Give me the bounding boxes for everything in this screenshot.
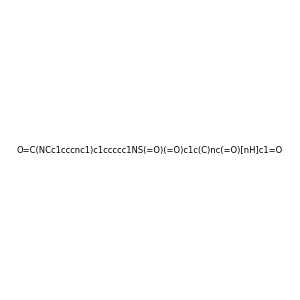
Text: O=C(NCc1cccnc1)c1ccccc1NS(=O)(=O)c1c(C)nc(=O)[nH]c1=O: O=C(NCc1cccnc1)c1ccccc1NS(=O)(=O)c1c(C)n… (17, 146, 283, 154)
